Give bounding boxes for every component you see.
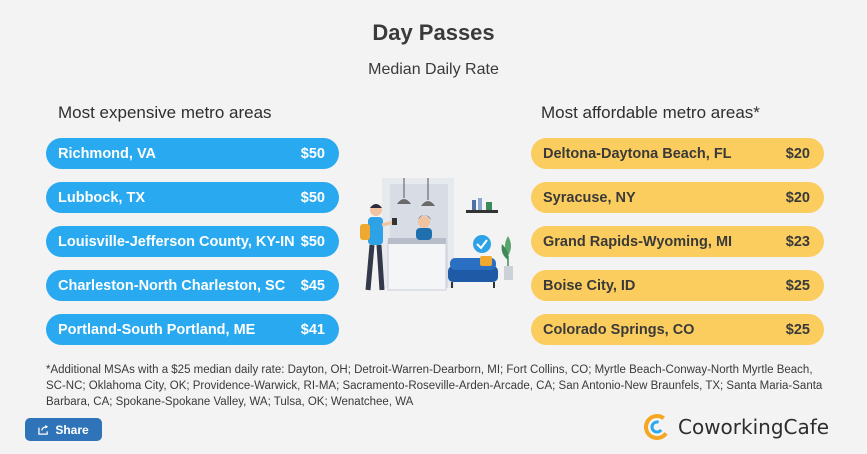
list-item: Portland-South Portland, ME $41: [46, 314, 339, 345]
page-subtitle: Median Daily Rate: [368, 61, 499, 78]
coworkingcafe-logo-icon: [644, 414, 670, 440]
metro-price: $25: [785, 277, 810, 294]
metro-price: $25: [785, 321, 810, 338]
metro-price: $20: [785, 145, 810, 162]
expensive-list: Richmond, VA $50 Lubbock, TX $50 Louisvi…: [46, 138, 339, 358]
metro-name: Charleston-North Charleston, SC: [58, 277, 286, 294]
metro-name: Deltona-Daytona Beach, FL: [543, 145, 732, 162]
list-item: Colorado Springs, CO $25: [531, 314, 824, 345]
metro-price: $50: [300, 233, 325, 250]
list-item: Richmond, VA $50: [46, 138, 339, 169]
list-item: Boise City, ID $25: [531, 270, 824, 301]
metro-price: $50: [300, 189, 325, 206]
share-button[interactable]: Share: [25, 418, 102, 441]
page-title: Day Passes: [372, 20, 495, 45]
list-item: Grand Rapids-Wyoming, MI $23: [531, 226, 824, 257]
brand: CoworkingCafe: [644, 414, 829, 440]
list-item: Louisville-Jefferson County, KY-IN $50: [46, 226, 339, 257]
metro-name: Colorado Springs, CO: [543, 321, 695, 338]
footnote: *Additional MSAs with a $25 median daily…: [46, 364, 823, 408]
metro-price: $23: [785, 233, 810, 250]
brand-name: CoworkingCafe: [678, 415, 830, 439]
list-item: Lubbock, TX $50: [46, 182, 339, 213]
share-icon: [38, 424, 49, 435]
metro-price: $20: [785, 189, 810, 206]
metro-name: Richmond, VA: [58, 145, 157, 162]
coworking-illustration-icon: [360, 178, 513, 291]
metro-name: Portland-South Portland, ME: [58, 321, 256, 338]
metro-name: Grand Rapids-Wyoming, MI: [543, 233, 733, 250]
metro-name: Syracuse, NY: [543, 189, 636, 206]
affordable-list: Deltona-Daytona Beach, FL $20 Syracuse, …: [531, 138, 824, 358]
list-item: Syracuse, NY $20: [531, 182, 824, 213]
metro-price: $45: [300, 277, 325, 294]
metro-name: Louisville-Jefferson County, KY-IN: [58, 233, 295, 250]
metro-name: Lubbock, TX: [58, 189, 145, 206]
list-item: Deltona-Daytona Beach, FL $20: [531, 138, 824, 169]
share-label: Share: [55, 422, 89, 437]
metro-price: $41: [300, 321, 325, 338]
expensive-heading: Most expensive metro areas: [58, 103, 272, 122]
list-item: Charleston-North Charleston, SC $45: [46, 270, 339, 301]
metro-price: $50: [300, 145, 325, 162]
affordable-heading: Most affordable metro areas*: [541, 103, 760, 122]
metro-name: Boise City, ID: [543, 277, 636, 294]
